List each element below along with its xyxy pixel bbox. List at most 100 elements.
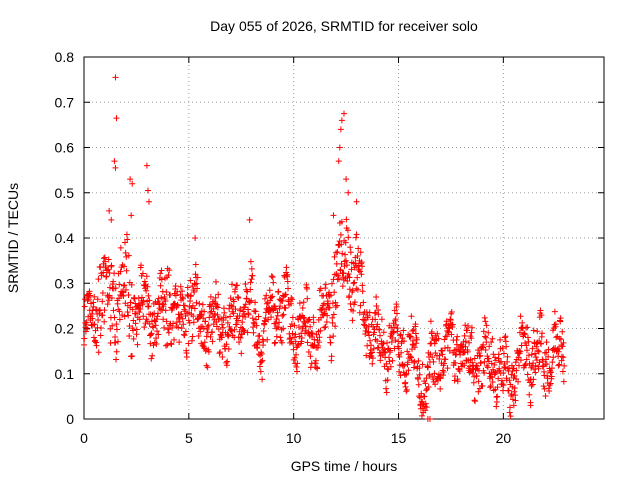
data-point bbox=[84, 325, 91, 332]
data-point bbox=[412, 330, 419, 337]
data-point bbox=[330, 212, 337, 219]
data-point bbox=[515, 362, 522, 369]
data-point bbox=[111, 158, 118, 165]
data-point bbox=[346, 274, 353, 281]
data-point bbox=[238, 331, 245, 338]
data-point bbox=[524, 347, 531, 354]
data-point bbox=[559, 368, 566, 375]
data-point bbox=[154, 313, 161, 320]
data-point bbox=[512, 359, 519, 366]
data-point bbox=[258, 358, 265, 365]
data-point bbox=[255, 313, 262, 320]
data-point bbox=[532, 354, 539, 361]
data-point bbox=[148, 355, 155, 362]
data-point bbox=[529, 345, 536, 352]
data-point bbox=[214, 301, 221, 308]
data-point bbox=[279, 312, 286, 319]
data-point bbox=[294, 342, 301, 349]
data-point bbox=[327, 339, 334, 346]
data-point bbox=[291, 322, 298, 329]
data-point bbox=[276, 305, 283, 312]
data-point bbox=[500, 369, 507, 376]
data-point bbox=[146, 297, 153, 304]
data-point bbox=[96, 310, 103, 317]
data-point bbox=[201, 339, 208, 346]
data-point bbox=[349, 287, 356, 294]
data-point bbox=[133, 326, 140, 333]
data-point bbox=[487, 383, 494, 390]
data-point bbox=[104, 267, 111, 274]
data-point bbox=[294, 368, 301, 375]
data-point bbox=[188, 337, 195, 344]
data-point bbox=[528, 382, 535, 389]
data-point bbox=[449, 321, 456, 328]
data-point bbox=[127, 299, 134, 306]
data-point bbox=[121, 263, 128, 270]
data-point bbox=[409, 327, 416, 334]
data-point bbox=[337, 126, 344, 133]
data-point bbox=[428, 328, 435, 335]
data-point bbox=[272, 339, 279, 346]
data-point bbox=[475, 388, 482, 395]
data-point bbox=[116, 281, 123, 288]
data-point bbox=[145, 303, 152, 310]
data-point bbox=[557, 336, 564, 343]
data-point bbox=[143, 273, 150, 280]
data-point bbox=[517, 357, 524, 364]
data-point bbox=[496, 359, 503, 366]
ticks-layer: 0 0.1 0.2 0.3 0.4 0.5 0.6 0.7 0.8 0 5 10 15 20 bbox=[55, 49, 604, 446]
data-point bbox=[108, 216, 115, 223]
data-point bbox=[93, 342, 100, 349]
data-point bbox=[233, 321, 240, 328]
data-point bbox=[426, 371, 433, 378]
data-point bbox=[296, 300, 303, 307]
data-point bbox=[512, 397, 519, 404]
data-point bbox=[357, 302, 364, 309]
data-point bbox=[169, 324, 176, 331]
data-point bbox=[178, 325, 185, 332]
data-point bbox=[122, 249, 129, 256]
data-point bbox=[482, 333, 489, 340]
data-point bbox=[179, 295, 186, 302]
data-point bbox=[228, 327, 235, 334]
data-point bbox=[337, 231, 344, 238]
data-point bbox=[152, 322, 159, 329]
data-point bbox=[132, 300, 139, 307]
data-point bbox=[502, 338, 509, 345]
data-point bbox=[347, 244, 354, 251]
data-point bbox=[404, 348, 411, 355]
data-point bbox=[368, 349, 375, 356]
data-point bbox=[330, 333, 337, 340]
data-point bbox=[114, 338, 121, 345]
data-point bbox=[473, 362, 480, 369]
data-point bbox=[547, 380, 554, 387]
data-point bbox=[317, 327, 324, 334]
data-point bbox=[160, 301, 167, 308]
data-point bbox=[422, 380, 429, 387]
data-point bbox=[140, 313, 147, 320]
data-point bbox=[495, 375, 502, 382]
data-point bbox=[419, 361, 426, 368]
data-point bbox=[397, 372, 404, 379]
data-point bbox=[415, 357, 422, 364]
data-point bbox=[408, 313, 415, 320]
data-point bbox=[487, 384, 494, 391]
data-point bbox=[158, 294, 165, 301]
y-tick-label: 0.3 bbox=[55, 275, 75, 291]
data-point bbox=[532, 369, 539, 376]
data-point bbox=[238, 350, 245, 357]
data-point bbox=[380, 329, 387, 336]
data-point bbox=[339, 283, 346, 290]
data-point bbox=[350, 307, 357, 314]
data-point bbox=[221, 309, 228, 316]
data-point bbox=[423, 387, 430, 394]
data-point bbox=[559, 328, 566, 335]
data-point bbox=[461, 362, 468, 369]
data-point bbox=[410, 326, 417, 333]
data-point bbox=[113, 348, 120, 355]
data-point bbox=[278, 339, 285, 346]
data-point bbox=[476, 353, 483, 360]
data-point bbox=[108, 262, 115, 269]
data-point bbox=[400, 327, 407, 334]
data-point bbox=[249, 315, 256, 322]
